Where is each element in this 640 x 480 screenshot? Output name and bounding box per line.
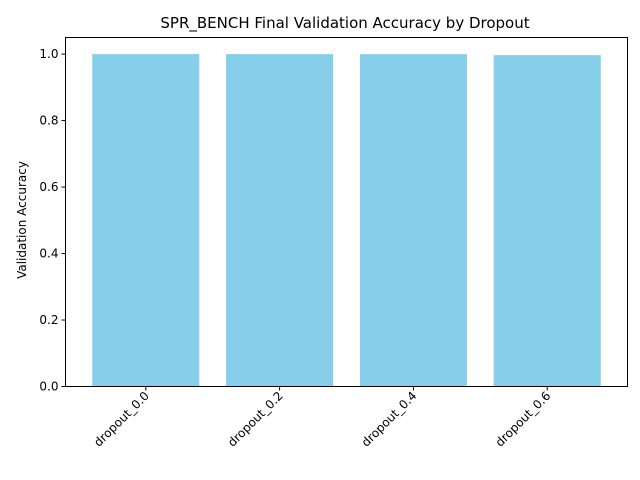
x-tick-label: dropout_0.6 — [493, 389, 554, 450]
bar-dropout_0.6 — [493, 55, 601, 387]
plot-frame — [65, 37, 628, 387]
y-tick-label: 0.8 — [39, 114, 58, 128]
y-tick-label: 0.0 — [39, 380, 58, 394]
y-tick-label: 1.0 — [39, 47, 58, 61]
x-axis: dropout_0.0 dropout_0.2 dropout_0.4 dropout… — [91, 386, 554, 450]
y-tick-label: 0.2 — [39, 313, 58, 327]
y-axis: 0.0 0.2 0.4 0.6 0.8 1.0 — [39, 47, 66, 394]
x-tick-label: dropout_0.4 — [359, 389, 420, 450]
x-tick-label: dropout_0.0 — [91, 389, 152, 450]
y-tick-label: 0.6 — [39, 180, 58, 194]
bar-dropout_0.2 — [226, 54, 334, 387]
y-tick-label: 0.4 — [39, 247, 58, 261]
bars-group — [92, 54, 601, 387]
bar-dropout_0.0 — [92, 54, 200, 387]
y-axis-label: Validation Accuracy — [15, 161, 29, 279]
chart-title: SPR_BENCH Final Validation Accuracy by D… — [160, 14, 529, 33]
x-tick-label: dropout_0.2 — [225, 389, 286, 450]
bar-dropout_0.4 — [359, 54, 467, 387]
